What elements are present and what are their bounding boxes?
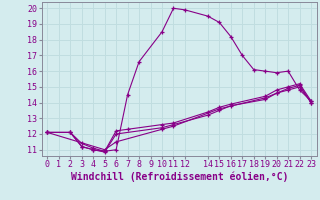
X-axis label: Windchill (Refroidissement éolien,°C): Windchill (Refroidissement éolien,°C) bbox=[70, 172, 288, 182]
